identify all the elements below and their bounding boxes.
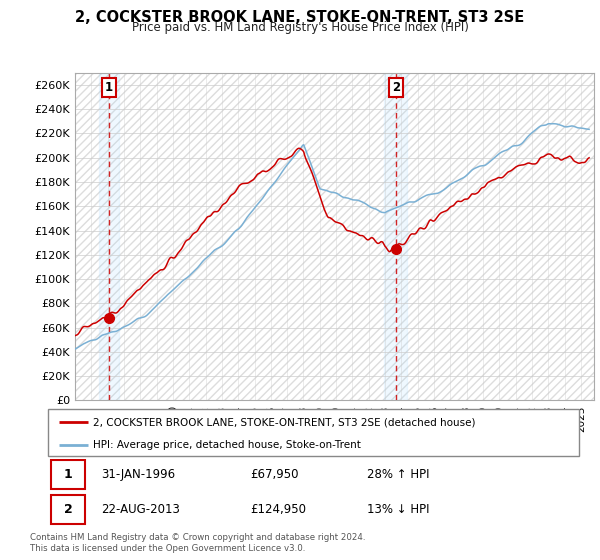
Text: 1: 1 bbox=[105, 81, 113, 94]
Text: 2, COCKSTER BROOK LANE, STOKE-ON-TRENT, ST3 2SE: 2, COCKSTER BROOK LANE, STOKE-ON-TRENT, … bbox=[76, 10, 524, 25]
Text: Contains HM Land Registry data © Crown copyright and database right 2024.
This d: Contains HM Land Registry data © Crown c… bbox=[30, 533, 365, 553]
Text: 28% ↑ HPI: 28% ↑ HPI bbox=[367, 468, 429, 481]
Bar bbox=[99, 73, 119, 400]
Text: 2: 2 bbox=[392, 81, 400, 94]
Text: HPI: Average price, detached house, Stoke-on-Trent: HPI: Average price, detached house, Stok… bbox=[93, 440, 361, 450]
Bar bbox=[50, 460, 85, 489]
Text: 1: 1 bbox=[64, 468, 72, 481]
Text: 2, COCKSTER BROOK LANE, STOKE-ON-TRENT, ST3 2SE (detached house): 2, COCKSTER BROOK LANE, STOKE-ON-TRENT, … bbox=[93, 417, 476, 427]
Text: 13% ↓ HPI: 13% ↓ HPI bbox=[367, 503, 429, 516]
Text: £124,950: £124,950 bbox=[250, 503, 306, 516]
Text: 2: 2 bbox=[64, 503, 72, 516]
FancyBboxPatch shape bbox=[48, 409, 579, 456]
Text: 31-JAN-1996: 31-JAN-1996 bbox=[101, 468, 175, 481]
Bar bbox=[50, 495, 85, 524]
Bar bbox=[384, 73, 407, 400]
Text: 22-AUG-2013: 22-AUG-2013 bbox=[101, 503, 180, 516]
Text: £67,950: £67,950 bbox=[250, 468, 298, 481]
Text: Price paid vs. HM Land Registry's House Price Index (HPI): Price paid vs. HM Land Registry's House … bbox=[131, 21, 469, 34]
